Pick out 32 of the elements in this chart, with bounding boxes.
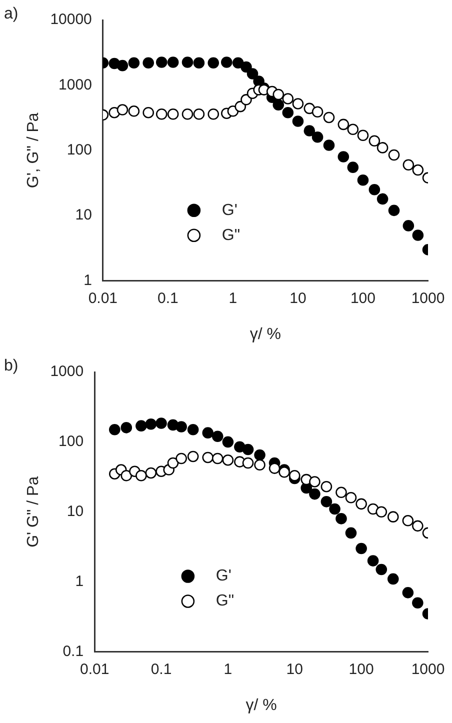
x-tick-label: 1000 <box>411 660 445 678</box>
y-tick-label: 100 <box>58 433 84 450</box>
x-tick-label: 0.1 <box>158 290 178 307</box>
y-tick-label: 10000 <box>50 11 92 28</box>
x-tick-label: 1 <box>228 290 238 307</box>
x-tick-label: 10 <box>286 660 303 678</box>
y-tick-label: 10 <box>75 206 92 224</box>
chart-title: a) <box>4 5 18 22</box>
x-tick-label: 0.01 <box>80 660 110 678</box>
x-axis-title: γ/ % <box>246 696 277 714</box>
x-tick-label: 0.1 <box>150 660 172 678</box>
chart-title: b) <box>4 357 18 374</box>
y-tick-label: 0.1 <box>62 642 84 660</box>
y-tick-label: 100 <box>66 142 92 159</box>
legend-label: G" <box>222 226 240 244</box>
legend-label: G' <box>222 202 238 219</box>
x-tick-label: 1 <box>224 660 232 678</box>
y-tick-label: 10 <box>66 503 84 520</box>
x-tick-label: 100 <box>348 660 374 678</box>
y-tick-label: 1 <box>75 572 84 590</box>
y-tick-label: 1 <box>84 272 92 289</box>
x-axis-title: γ/ % <box>250 326 282 343</box>
legend-label: G" <box>216 592 234 610</box>
x-tick-label: 10 <box>290 290 306 307</box>
legend-label: G' <box>216 568 232 585</box>
y-axis-title: G' G" / Pa <box>25 476 42 548</box>
y-tick-label: 1000 <box>58 76 92 94</box>
y-tick-label: 1000 <box>50 363 84 380</box>
x-tick-label: 100 <box>350 290 376 307</box>
x-tick-label: 0.01 <box>88 290 118 307</box>
x-tick-label: 1000 <box>411 290 445 307</box>
y-axis-title: G', G" / Pa <box>25 112 42 188</box>
